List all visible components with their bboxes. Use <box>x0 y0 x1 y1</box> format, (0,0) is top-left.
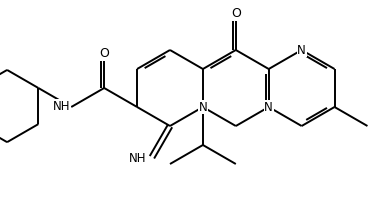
Text: NH: NH <box>53 100 70 113</box>
Text: N: N <box>297 43 306 57</box>
Text: O: O <box>231 7 241 20</box>
Text: O: O <box>99 47 109 60</box>
Text: N: N <box>198 100 207 114</box>
Text: N: N <box>265 100 273 114</box>
Text: NH: NH <box>129 152 146 165</box>
